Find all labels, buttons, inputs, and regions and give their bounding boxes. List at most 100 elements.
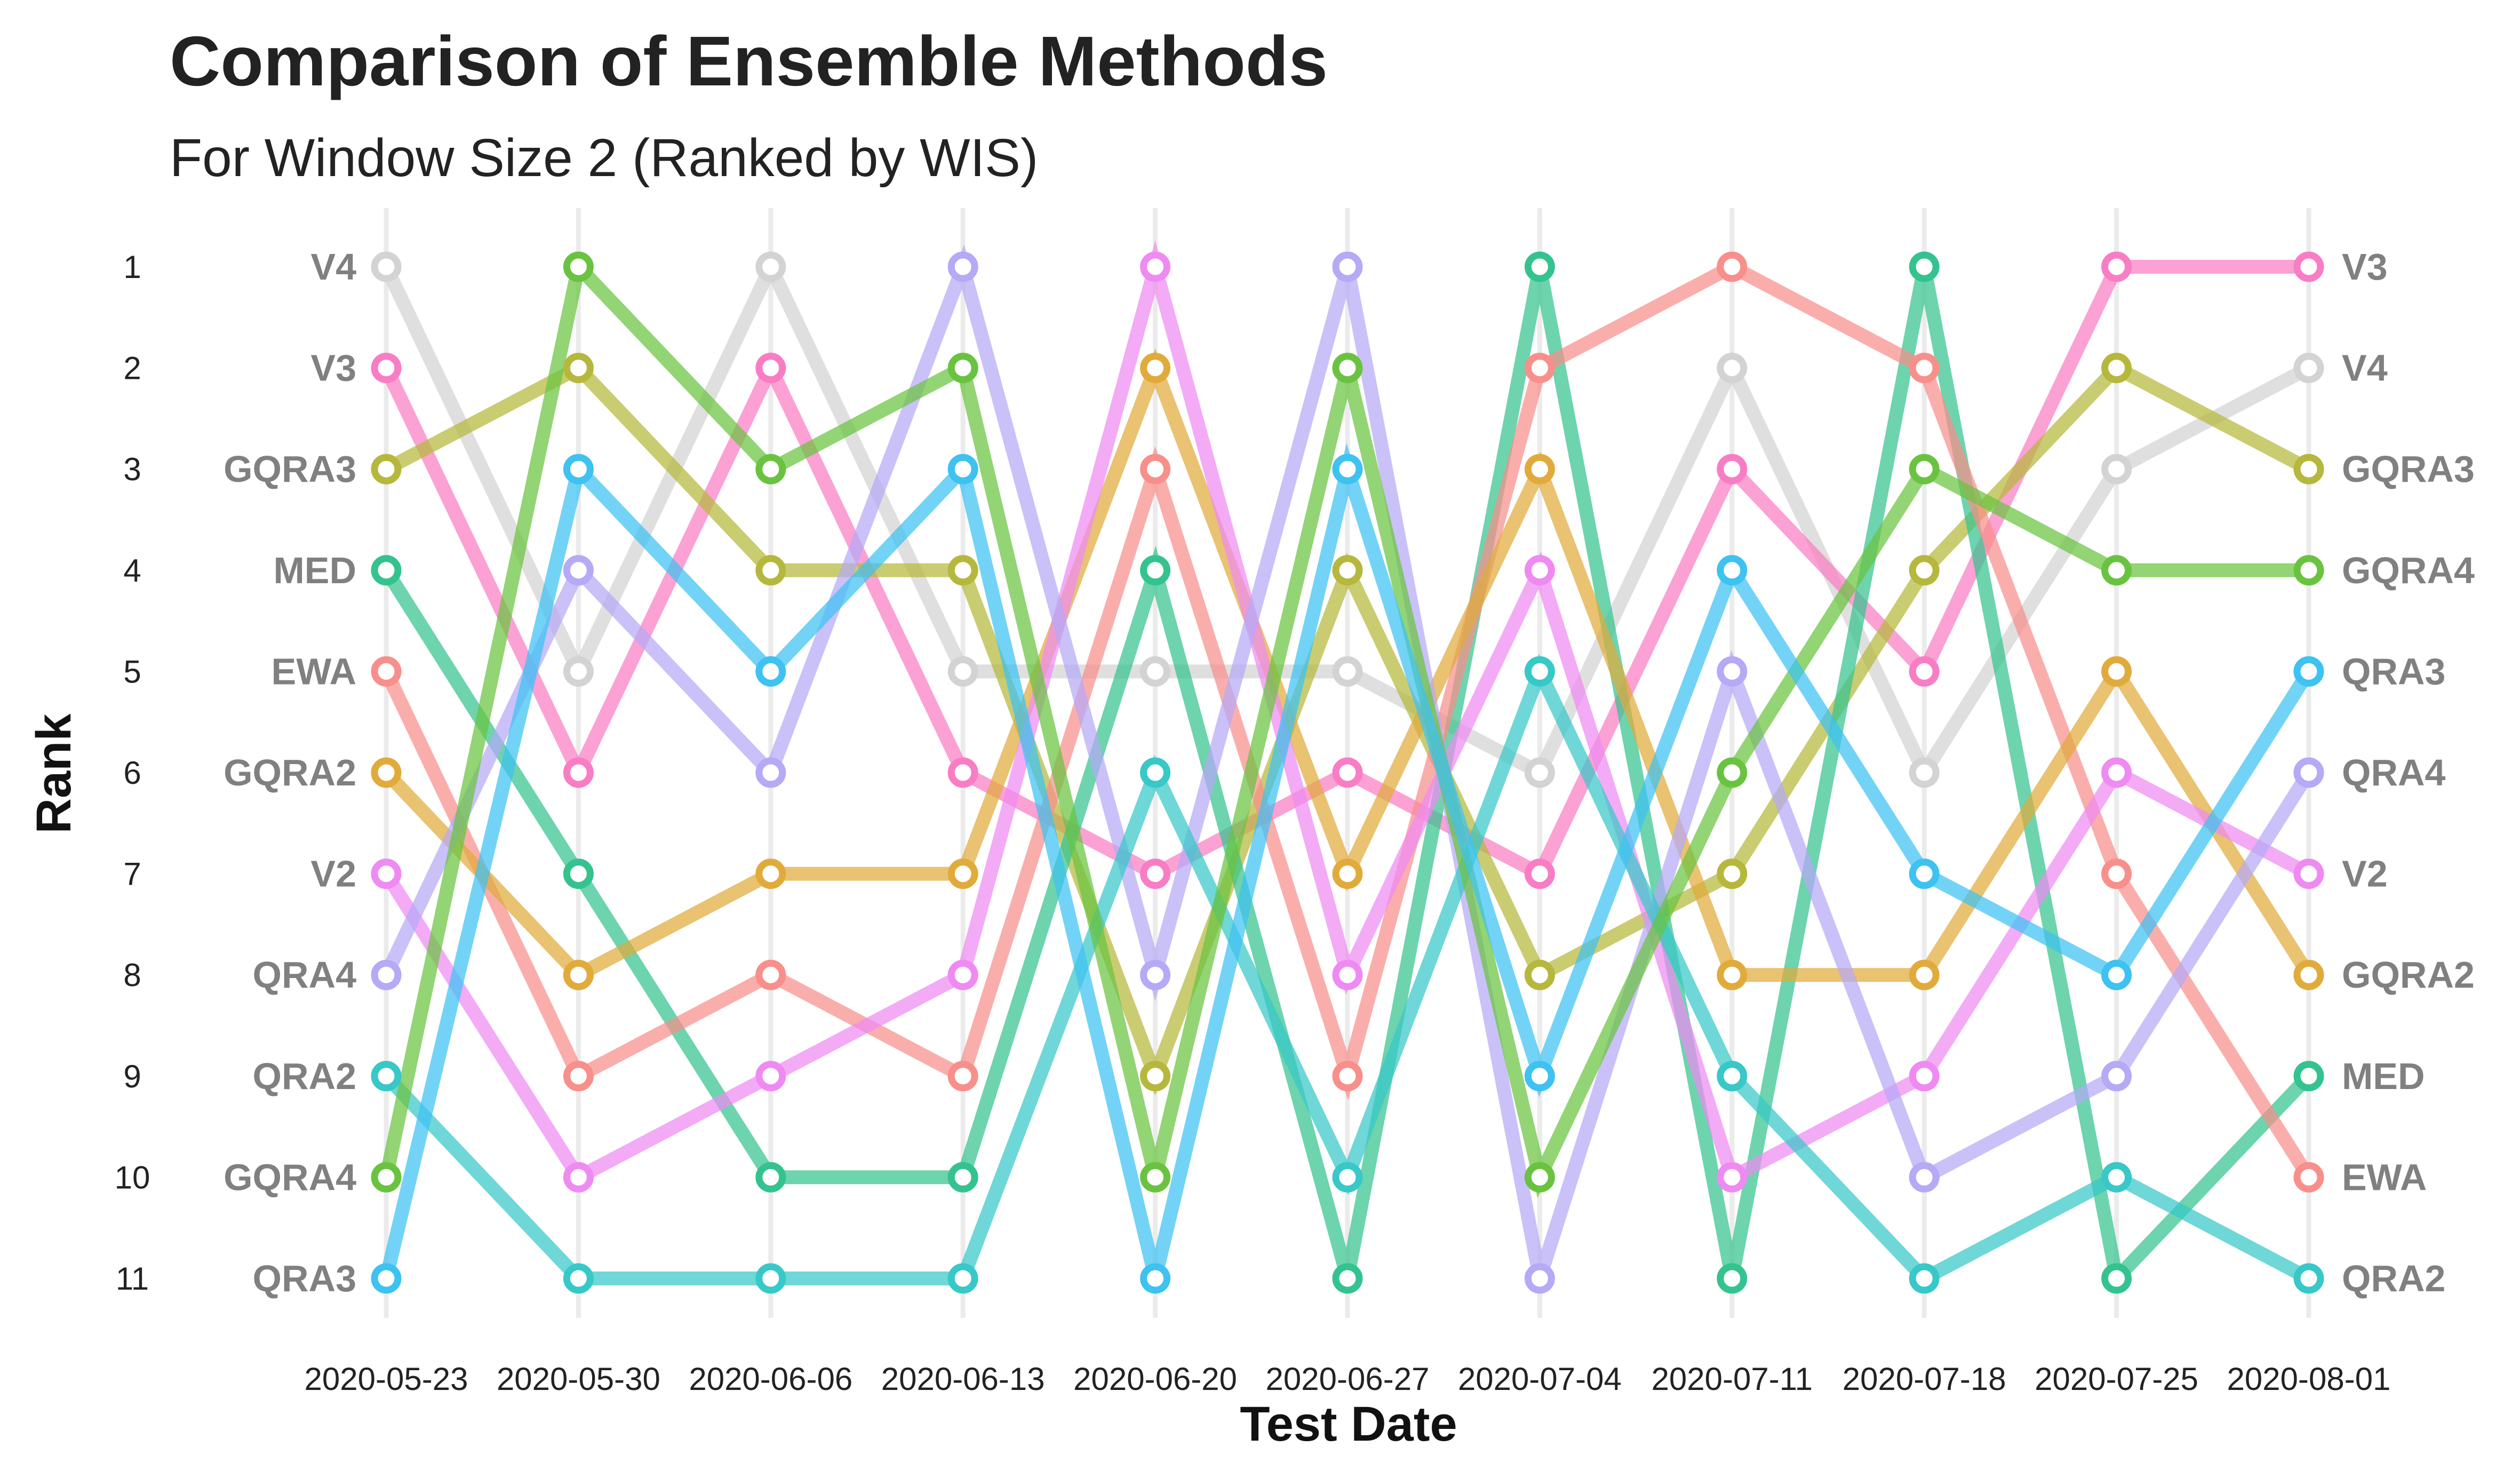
data-point-qra3 xyxy=(1524,1061,1555,1092)
series-label-left-qra2: QRA2 xyxy=(253,1055,356,1097)
data-point-gqra3 xyxy=(755,555,786,586)
series-label-right-gqra4: GQRA4 xyxy=(2342,550,2475,591)
data-point-qra3 xyxy=(947,454,978,484)
y-tick-label: 10 xyxy=(115,1159,150,1195)
data-point-gqra4 xyxy=(1140,1162,1171,1193)
data-point-v3 xyxy=(2293,251,2324,282)
y-tick-label: 5 xyxy=(123,654,141,689)
data-point-qra2 xyxy=(1140,757,1171,788)
data-point-v4 xyxy=(563,656,594,687)
data-point-gqra2 xyxy=(563,959,594,990)
data-point-gqra2 xyxy=(1524,454,1555,484)
data-point-qra4 xyxy=(1140,959,1171,990)
data-point-qra3 xyxy=(2293,656,2324,687)
data-point-gqra2 xyxy=(1717,959,1748,990)
data-point-v4 xyxy=(2101,454,2132,484)
data-point-med xyxy=(1909,251,1940,282)
series-label-right-qra2: QRA2 xyxy=(2342,1258,2445,1299)
data-point-v3 xyxy=(1909,656,1940,687)
data-point-gqra2 xyxy=(1332,859,1363,889)
data-point-qra3 xyxy=(755,656,786,687)
data-point-gqra4 xyxy=(371,1162,402,1193)
series-labels: V4 V4 V3 V3 GQRA3 GQRA3 MED MED EWA EWA GQRA2 GQRA2… xyxy=(224,246,2475,1299)
y-tick-label: 4 xyxy=(123,553,141,589)
series-points xyxy=(371,251,2324,1294)
data-point-med xyxy=(755,1162,786,1193)
x-axis-title: Test Date xyxy=(1240,1397,1457,1451)
x-tick-label: 2020-07-11 xyxy=(1652,1361,1813,1397)
data-point-gqra3 xyxy=(563,353,594,384)
data-point-gqra2 xyxy=(2293,959,2324,990)
data-point-v4 xyxy=(1717,353,1748,384)
data-point-qra2 xyxy=(1332,1162,1363,1193)
x-tick-label: 2020-05-30 xyxy=(497,1361,660,1397)
y-tick-label: 9 xyxy=(123,1059,141,1094)
data-point-v2 xyxy=(1140,251,1171,282)
data-point-med xyxy=(1140,555,1171,586)
data-point-v4 xyxy=(1524,757,1555,788)
data-point-qra4 xyxy=(1524,1263,1555,1294)
data-point-ewa xyxy=(1717,251,1748,282)
series-label-right-v2: V2 xyxy=(2342,853,2388,895)
data-point-qra4 xyxy=(563,555,594,586)
data-point-v3 xyxy=(563,757,594,788)
data-point-med xyxy=(1332,1263,1363,1294)
data-point-gqra4 xyxy=(2293,555,2324,586)
y-tick-label: 6 xyxy=(123,755,141,791)
y-tick-label: 8 xyxy=(123,957,141,993)
x-tick-label: 2020-07-25 xyxy=(2035,1361,2198,1397)
data-point-v3 xyxy=(371,353,402,384)
data-point-gqra3 xyxy=(1909,555,1940,586)
data-point-qra2 xyxy=(2101,1162,2132,1193)
data-point-ewa xyxy=(2101,859,2132,889)
data-point-med xyxy=(1524,251,1555,282)
data-point-gqra3 xyxy=(2101,353,2132,384)
series-label-left-gqra2: GQRA2 xyxy=(224,752,356,793)
data-point-qra3 xyxy=(563,454,594,484)
series-label-right-qra3: QRA3 xyxy=(2342,650,2445,692)
data-point-qra4 xyxy=(2293,757,2324,788)
data-point-gqra3 xyxy=(1524,959,1555,990)
data-point-ewa xyxy=(1909,353,1940,384)
data-point-gqra4 xyxy=(2101,555,2132,586)
y-tick-label: 7 xyxy=(123,856,141,892)
series-label-right-med: MED xyxy=(2342,1055,2425,1097)
data-point-v3 xyxy=(1140,859,1171,889)
x-tick-label: 2020-06-20 xyxy=(1073,1361,1237,1397)
data-point-ewa xyxy=(755,959,786,990)
data-point-v3 xyxy=(1524,859,1555,889)
data-point-med xyxy=(563,859,594,889)
data-point-gqra2 xyxy=(371,757,402,788)
data-point-gqra4 xyxy=(947,353,978,384)
data-point-gqra4 xyxy=(1909,454,1940,484)
data-point-v4 xyxy=(755,251,786,282)
x-tick-label: 2020-07-04 xyxy=(1458,1361,1622,1397)
axis-ticks: 2020-05-23 2020-05-30 2020-06-06 2020-06-13… xyxy=(115,249,2391,1397)
data-point-ewa xyxy=(371,656,402,687)
data-point-qra3 xyxy=(2101,959,2132,990)
data-point-gqra2 xyxy=(755,859,786,889)
data-point-gqra4 xyxy=(1524,1162,1555,1193)
series-label-left-gqra4: GQRA4 xyxy=(224,1156,356,1198)
data-point-v2 xyxy=(1909,1061,1940,1092)
series-label-left-qra3: QRA3 xyxy=(253,1258,356,1299)
x-tick-label: 2020-05-23 xyxy=(305,1361,468,1397)
data-point-qra2 xyxy=(2293,1263,2324,1294)
data-point-qra2 xyxy=(755,1263,786,1294)
data-point-med xyxy=(2101,1263,2132,1294)
data-point-v2 xyxy=(563,1162,594,1193)
data-point-gqra3 xyxy=(947,555,978,586)
data-point-qra3 xyxy=(1909,859,1940,889)
data-point-v4 xyxy=(1332,656,1363,687)
data-point-v4 xyxy=(1140,656,1171,687)
series-label-right-qra4: QRA4 xyxy=(2342,752,2446,793)
data-point-qra2 xyxy=(1717,1061,1748,1092)
data-point-gqra4 xyxy=(755,454,786,484)
data-point-qra3 xyxy=(371,1263,402,1294)
y-tick-label: 11 xyxy=(116,1261,149,1297)
chart-subtitle: For Window Size 2 (Ranked by WIS) xyxy=(170,128,1038,188)
x-tick-label: 2020-06-06 xyxy=(689,1361,852,1397)
y-tick-label: 1 xyxy=(123,249,141,285)
data-point-qra2 xyxy=(1524,656,1555,687)
series-label-left-qra4: QRA4 xyxy=(253,954,357,996)
